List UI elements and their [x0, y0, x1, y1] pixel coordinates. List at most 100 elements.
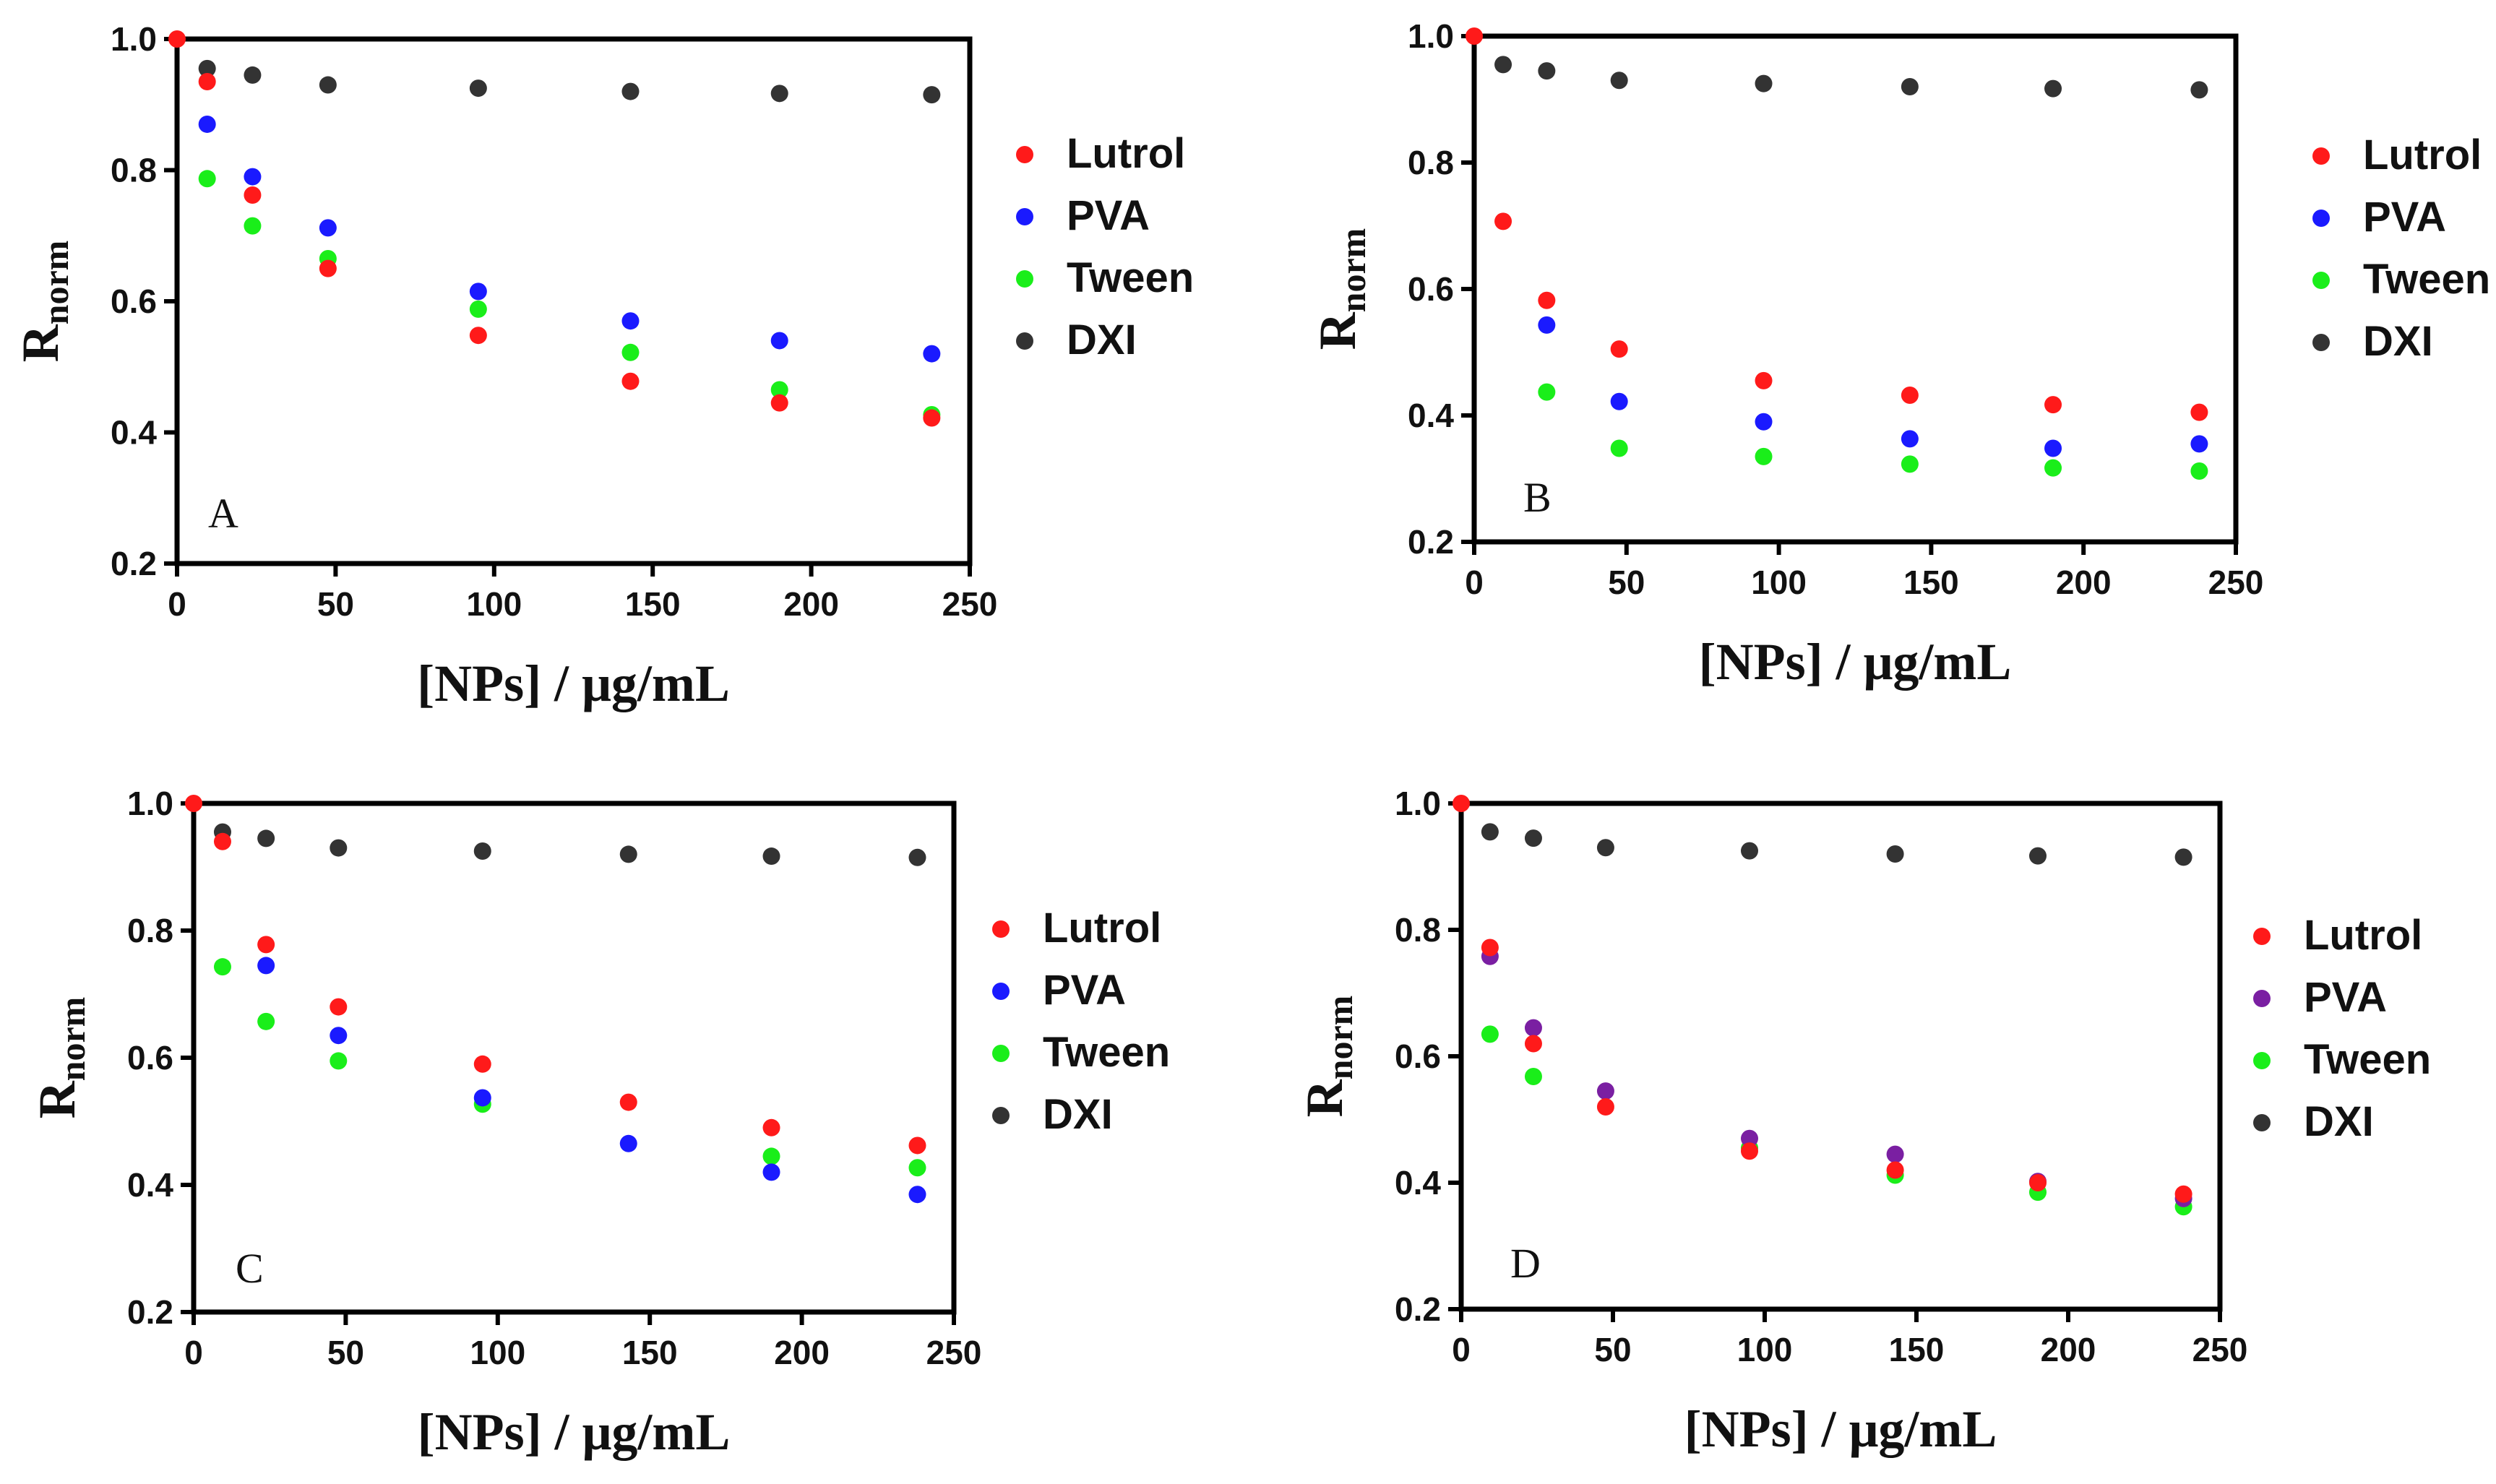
data-point-pva: [1596, 1082, 1614, 1100]
x-tick-label: 0: [1465, 564, 1484, 601]
legend-marker-lutrol: [2312, 147, 2330, 165]
data-point-dxi: [1901, 78, 1919, 95]
legend-marker-dxi: [1016, 332, 1033, 350]
data-point-lutrol: [244, 186, 262, 204]
data-point-pva: [619, 1134, 637, 1152]
data-point-pva: [244, 168, 262, 186]
data-point-dxi: [1538, 62, 1556, 80]
legend-label-pva: PVA: [2304, 974, 2387, 1021]
data-point-dxi: [762, 847, 780, 866]
data-point-lutrol: [619, 1093, 637, 1111]
data-point-lutrol: [1610, 340, 1628, 358]
data-point-pva: [762, 1163, 780, 1181]
y-tick-label: 0.6: [127, 1039, 173, 1077]
data-point-pva: [1538, 316, 1556, 334]
x-tick-label: 0: [168, 585, 186, 623]
y-tick-label: 0.6: [1408, 270, 1454, 308]
y-tick-label: 0.6: [1395, 1037, 1441, 1075]
x-tick-label: 200: [2041, 1331, 2096, 1368]
data-point-tween: [244, 217, 262, 235]
data-point-pva: [1610, 392, 1628, 410]
data-point-pva: [923, 345, 941, 363]
data-point-dxi: [257, 829, 275, 847]
x-axis-title: [NPs] / μg/mL: [417, 655, 730, 712]
data-point-lutrol: [2029, 1174, 2047, 1191]
data-point-pva: [198, 115, 216, 133]
data-point-lutrol: [198, 72, 216, 90]
data-point-pva: [621, 312, 640, 330]
chart-panel-b: 0 50 100 150 200 250 0.2 0.4 0.6 0.8 1.0 [NPs] / μg…: [1309, 17, 2490, 691]
y-axis-title-sub: norm: [52, 997, 92, 1082]
x-tick-label: 200: [783, 585, 839, 623]
legend-marker-dxi: [992, 1107, 1010, 1124]
legend-marker-pva: [2312, 210, 2330, 227]
data-point-dxi: [1741, 842, 1758, 860]
legend-marker-pva: [1016, 208, 1033, 225]
panel-label: A: [208, 490, 238, 537]
data-point-tween: [1538, 383, 1556, 401]
data-point-pva: [908, 1186, 926, 1204]
legend-marker-tween: [1016, 270, 1033, 288]
data-point-pva: [319, 219, 337, 237]
data-point-dxi: [2044, 79, 2062, 98]
y-tick-label: 0.2: [1395, 1290, 1441, 1328]
x-tick-label: 250: [2192, 1331, 2248, 1368]
data-point-dxi: [908, 848, 926, 866]
y-tick-label: 1.0: [111, 20, 157, 58]
y-axis-title-main: R: [1296, 1079, 1354, 1117]
y-tick-label: 0.8: [111, 152, 157, 189]
data-point-lutrol: [473, 1055, 491, 1073]
data-point-lutrol: [257, 936, 275, 954]
data-point-lutrol: [908, 1136, 926, 1155]
data-point-lutrol: [1481, 939, 1499, 957]
data-point-pva: [2044, 439, 2062, 457]
y-tick-label: 0.4: [1408, 397, 1454, 434]
legend-label-lutrol: Lutrol: [2304, 912, 2422, 959]
x-tick-label: 100: [1737, 1331, 1793, 1368]
data-point-lutrol: [330, 998, 348, 1016]
chart-panel-d: 0 50 100 150 200 250 0.2 0.4 0.6 0.8 1.0 [NPs] / μg…: [1296, 785, 2431, 1458]
data-point-lutrol: [168, 30, 186, 48]
data-point-tween: [1755, 447, 1773, 465]
plot-frame: [1471, 33, 2239, 545]
data-point-lutrol: [2190, 403, 2208, 421]
data-point-pva: [1755, 413, 1773, 431]
data-point-tween: [762, 1147, 780, 1165]
data-point-pva: [257, 957, 275, 975]
legend-marker-tween: [2312, 272, 2330, 289]
data-point-lutrol: [1466, 27, 1483, 45]
legend-label-pva: PVA: [1043, 967, 1126, 1014]
legend-label-dxi: DXI: [1067, 316, 1137, 363]
data-point-dxi: [1610, 72, 1628, 90]
x-tick-label: 150: [625, 585, 681, 623]
legend-marker-dxi: [2253, 1114, 2271, 1131]
y-tick-label: 0.8: [1408, 144, 1454, 181]
y-axis-title-main: R: [28, 1080, 86, 1118]
data-point-lutrol: [621, 372, 640, 390]
data-point-lutrol: [1901, 387, 1919, 404]
x-axis-title: [NPs] / μg/mL: [418, 1403, 731, 1461]
x-tick-label: 50: [1608, 564, 1645, 601]
y-axis-title-main: R: [1309, 311, 1367, 350]
data-point-tween: [330, 1052, 348, 1070]
data-point-lutrol: [1453, 795, 1470, 812]
y-tick-label: 0.4: [111, 414, 157, 452]
y-tick-label: 0.4: [127, 1166, 173, 1204]
legend-label-dxi: DXI: [1043, 1091, 1113, 1138]
panel-label: C: [236, 1245, 264, 1292]
data-point-pva: [1901, 430, 1919, 448]
legend-marker-lutrol: [992, 920, 1010, 938]
legend-label-tween: Tween: [1043, 1029, 1170, 1076]
x-tick-label: 250: [2208, 564, 2264, 601]
data-point-tween: [213, 958, 231, 976]
data-point-tween: [1901, 455, 1919, 473]
data-point-tween: [2190, 462, 2208, 480]
data-point-dxi: [1524, 829, 1542, 847]
legend-marker-pva: [992, 983, 1010, 1000]
legend-label-lutrol: Lutrol: [1067, 130, 1185, 177]
x-axis-title: [NPs] / μg/mL: [1699, 633, 2012, 691]
legend-marker-lutrol: [2253, 928, 2271, 945]
data-point-pva: [330, 1027, 348, 1045]
data-point-tween: [621, 343, 640, 361]
data-point-dxi: [469, 79, 487, 98]
